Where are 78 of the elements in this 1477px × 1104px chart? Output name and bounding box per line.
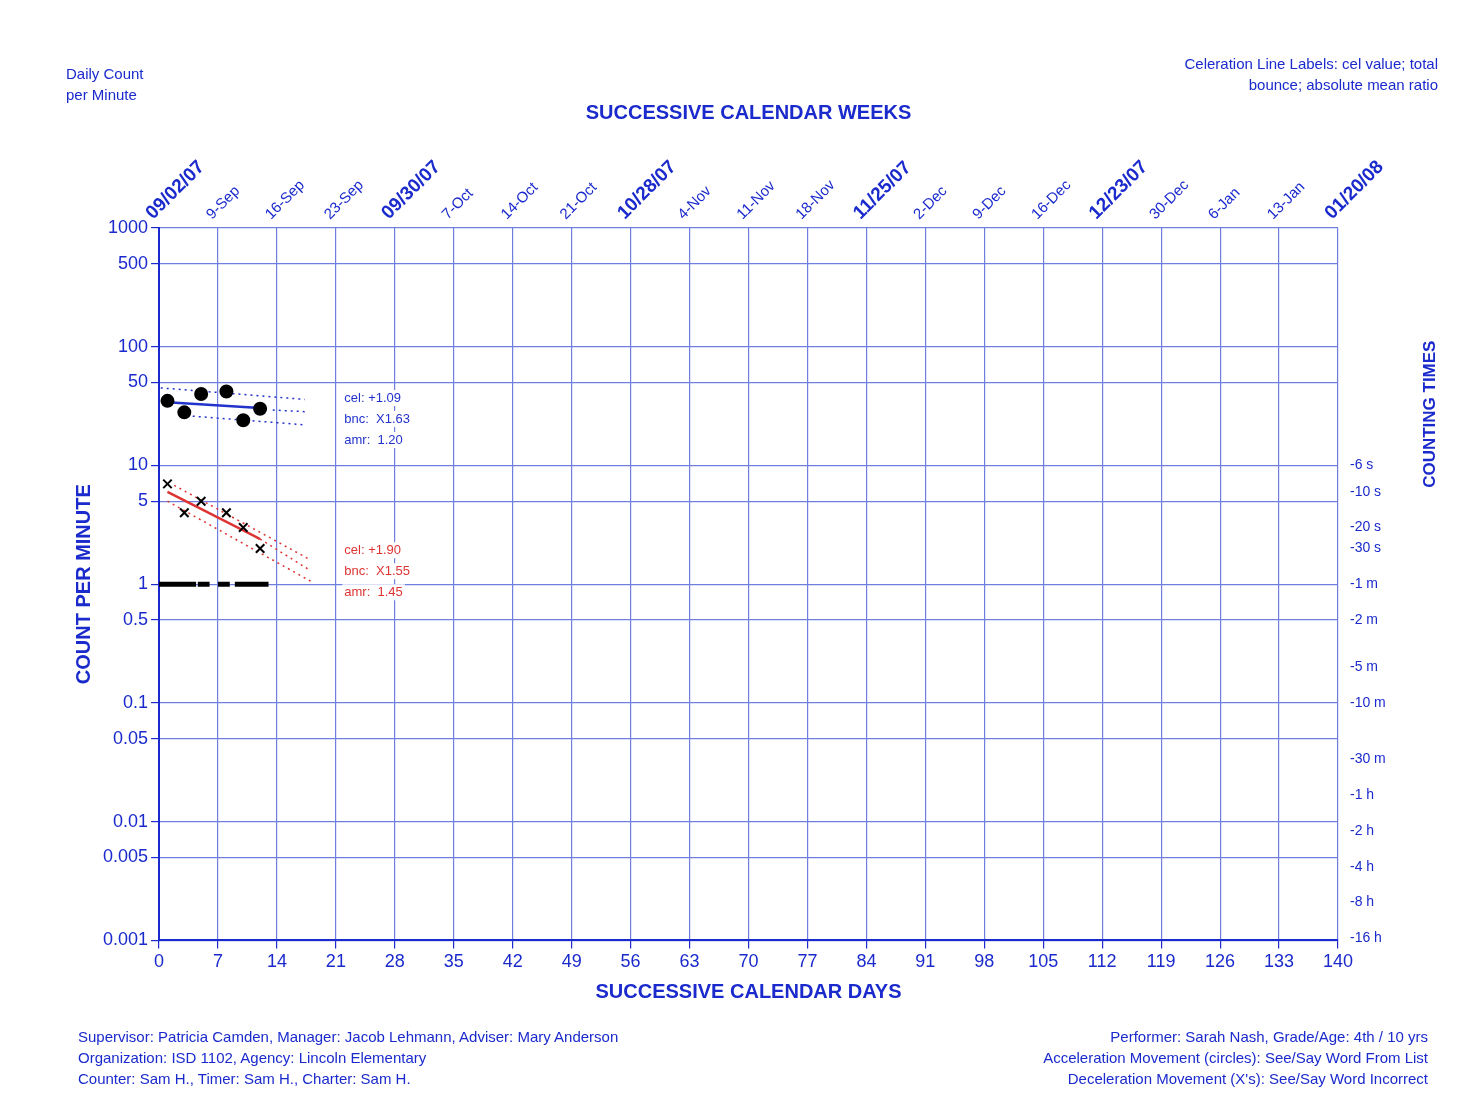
x-axis-title: SUCCESSIVE CALENDAR DAYS (595, 979, 902, 1002)
point (162, 478, 173, 490)
text: Acceleration Movement (circles): See/Say Word From List (1043, 1048, 1428, 1068)
text: Supervisor: Patricia Camden, Manager: Jacob Lehmann, Adviser: Mary Anderson (78, 1027, 619, 1047)
x-tick-label: 35 (443, 951, 464, 972)
text: -16 h (1350, 929, 1382, 946)
point (254, 543, 266, 554)
text: Organization: ISD 1102, Agency: Lincoln Elementary (78, 1048, 428, 1068)
point (238, 522, 249, 533)
y-tick-label: 0.005 (103, 846, 149, 867)
y2-axis-title: COUNTING TIMES (1419, 340, 1439, 488)
text: -8 h (1350, 893, 1375, 910)
point (195, 495, 207, 507)
annotation: cel: +1.90 (344, 541, 402, 557)
y-tick-label: 1000 (108, 216, 149, 237)
annotation: bnc: X1.63 (344, 410, 411, 426)
text: -5 m (1350, 658, 1378, 675)
text: Counter: Sam H., Timer: Sam H., Charter: Sam H. (78, 1069, 412, 1089)
x-tick-label: 112 (1087, 951, 1117, 972)
x-tick-label: 42 (502, 951, 523, 972)
x-tick-label: 56 (620, 951, 641, 972)
y-tick-label: 0.001 (103, 929, 149, 950)
annotation: amr: 1.45 (344, 583, 403, 599)
text: -2 m (1350, 610, 1378, 627)
x-tick-label: 28 (384, 951, 405, 972)
text: -1 h (1350, 786, 1375, 803)
y-tick-label: 0.05 (113, 727, 149, 748)
x-tick-label: 98 (974, 951, 995, 972)
point (221, 507, 232, 518)
annotation: bnc: X1.55 (344, 562, 411, 578)
annotation: cel: +1.09 (344, 389, 402, 405)
text: Performer: Sarah Nash, Grade/Age: 4th / 10 yrs (1109, 1027, 1428, 1047)
y-tick-label: 0.1 (123, 691, 149, 712)
x-tick-label: 49 (561, 951, 582, 972)
annotation: amr: 1.20 (344, 431, 403, 447)
y-tick-label: 10 (128, 454, 149, 475)
text: -2 h (1350, 821, 1375, 838)
point (160, 393, 175, 408)
y-tick-label: 1 (138, 573, 149, 594)
text: -20 s (1350, 518, 1382, 535)
text: -4 h (1350, 857, 1375, 874)
y-tick-label: 100 (118, 335, 149, 356)
text: -6 s (1350, 456, 1374, 473)
x-tick-label: 126 (1205, 951, 1236, 972)
text: -10 s (1350, 482, 1382, 499)
x-tick-label: 77 (797, 951, 818, 972)
x-tick-label: 21 (325, 951, 346, 972)
y-axis-title: COUNT PER MINUTE (71, 484, 94, 685)
text: Daily Count per Minute (66, 64, 145, 105)
y-tick-label: 0.5 (123, 608, 149, 629)
text: -30 m (1350, 750, 1386, 767)
y-tick-label: 500 (118, 252, 149, 273)
point (219, 384, 234, 399)
x2-axis-title: SUCCESSIVE CALENDAR WEEKS (585, 100, 912, 123)
x-tick-label: 84 (856, 951, 877, 972)
x-tick-label: 119 (1146, 951, 1176, 972)
text: Celeration Line Labels: cel value; total bounce; absolute mean ratio (1183, 54, 1438, 95)
y-tick-label: 50 (128, 371, 149, 392)
x-tick-label: 91 (915, 951, 936, 972)
point (194, 386, 209, 401)
x-tick-label: 133 (1264, 951, 1295, 972)
text: -30 s (1350, 539, 1382, 556)
point (179, 507, 190, 518)
point (236, 413, 251, 428)
y-tick-label: 0.01 (113, 810, 149, 831)
x-tick-label: 105 (1028, 951, 1059, 972)
text: -10 m (1350, 693, 1386, 710)
x-tick-label: 0 (154, 951, 165, 972)
point (177, 405, 192, 420)
x-tick-label: 63 (679, 951, 700, 972)
x-tick-label: 70 (738, 951, 759, 972)
x-tick-label: 7 (212, 951, 223, 972)
x-tick-label: 140 (1322, 951, 1354, 972)
x-tick-label: 14 (266, 951, 287, 972)
text: -1 m (1350, 575, 1378, 592)
y-tick-label: 5 (138, 490, 149, 511)
text: Deceleration Movement (X's): See/Say Word Incorrect (1066, 1069, 1428, 1089)
point (253, 401, 268, 416)
